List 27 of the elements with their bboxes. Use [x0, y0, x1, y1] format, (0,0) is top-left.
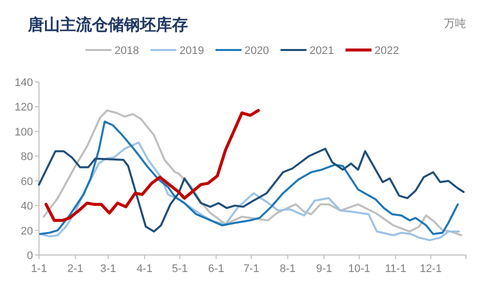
y-tick-label: 80	[20, 151, 33, 164]
x-tick-label: 12-1	[420, 263, 442, 275]
y-tick-label: 120	[14, 102, 33, 114]
legend-label: 2021	[310, 45, 334, 57]
x-tick-label: 5-1	[172, 263, 188, 275]
x-tick-label: 3-1	[100, 263, 116, 275]
legend-label: 2020	[244, 45, 269, 57]
x-tick-label: 11-1	[385, 263, 406, 275]
x-tick-label: 2-1	[67, 263, 84, 275]
y-tick-label: 40	[20, 200, 33, 213]
chart-title: 唐山主流仓储钢坯库存	[27, 15, 188, 34]
x-tick-label: 8-1	[280, 263, 296, 275]
y-tick-label: 100	[14, 126, 33, 138]
x-tick-label: 10-1	[348, 263, 370, 275]
y-tick-label: 0	[26, 250, 33, 262]
y-tick-label: 60	[20, 176, 33, 188]
legend-label: 2022	[374, 45, 399, 57]
legend-label: 2018	[114, 45, 139, 57]
x-tick-label: 7-1	[243, 263, 260, 275]
x-tick-label: 4-1	[136, 263, 153, 275]
x-tick-label: 1-1	[31, 263, 47, 275]
y-tick-label: 20	[20, 225, 33, 238]
y-tick-label: 140	[14, 77, 33, 89]
legend-label: 2019	[180, 45, 204, 57]
x-tick-label: 6-1	[208, 263, 224, 275]
y-axis-title: 万吨	[444, 17, 466, 30]
x-tick-label: 9-1	[316, 263, 332, 275]
